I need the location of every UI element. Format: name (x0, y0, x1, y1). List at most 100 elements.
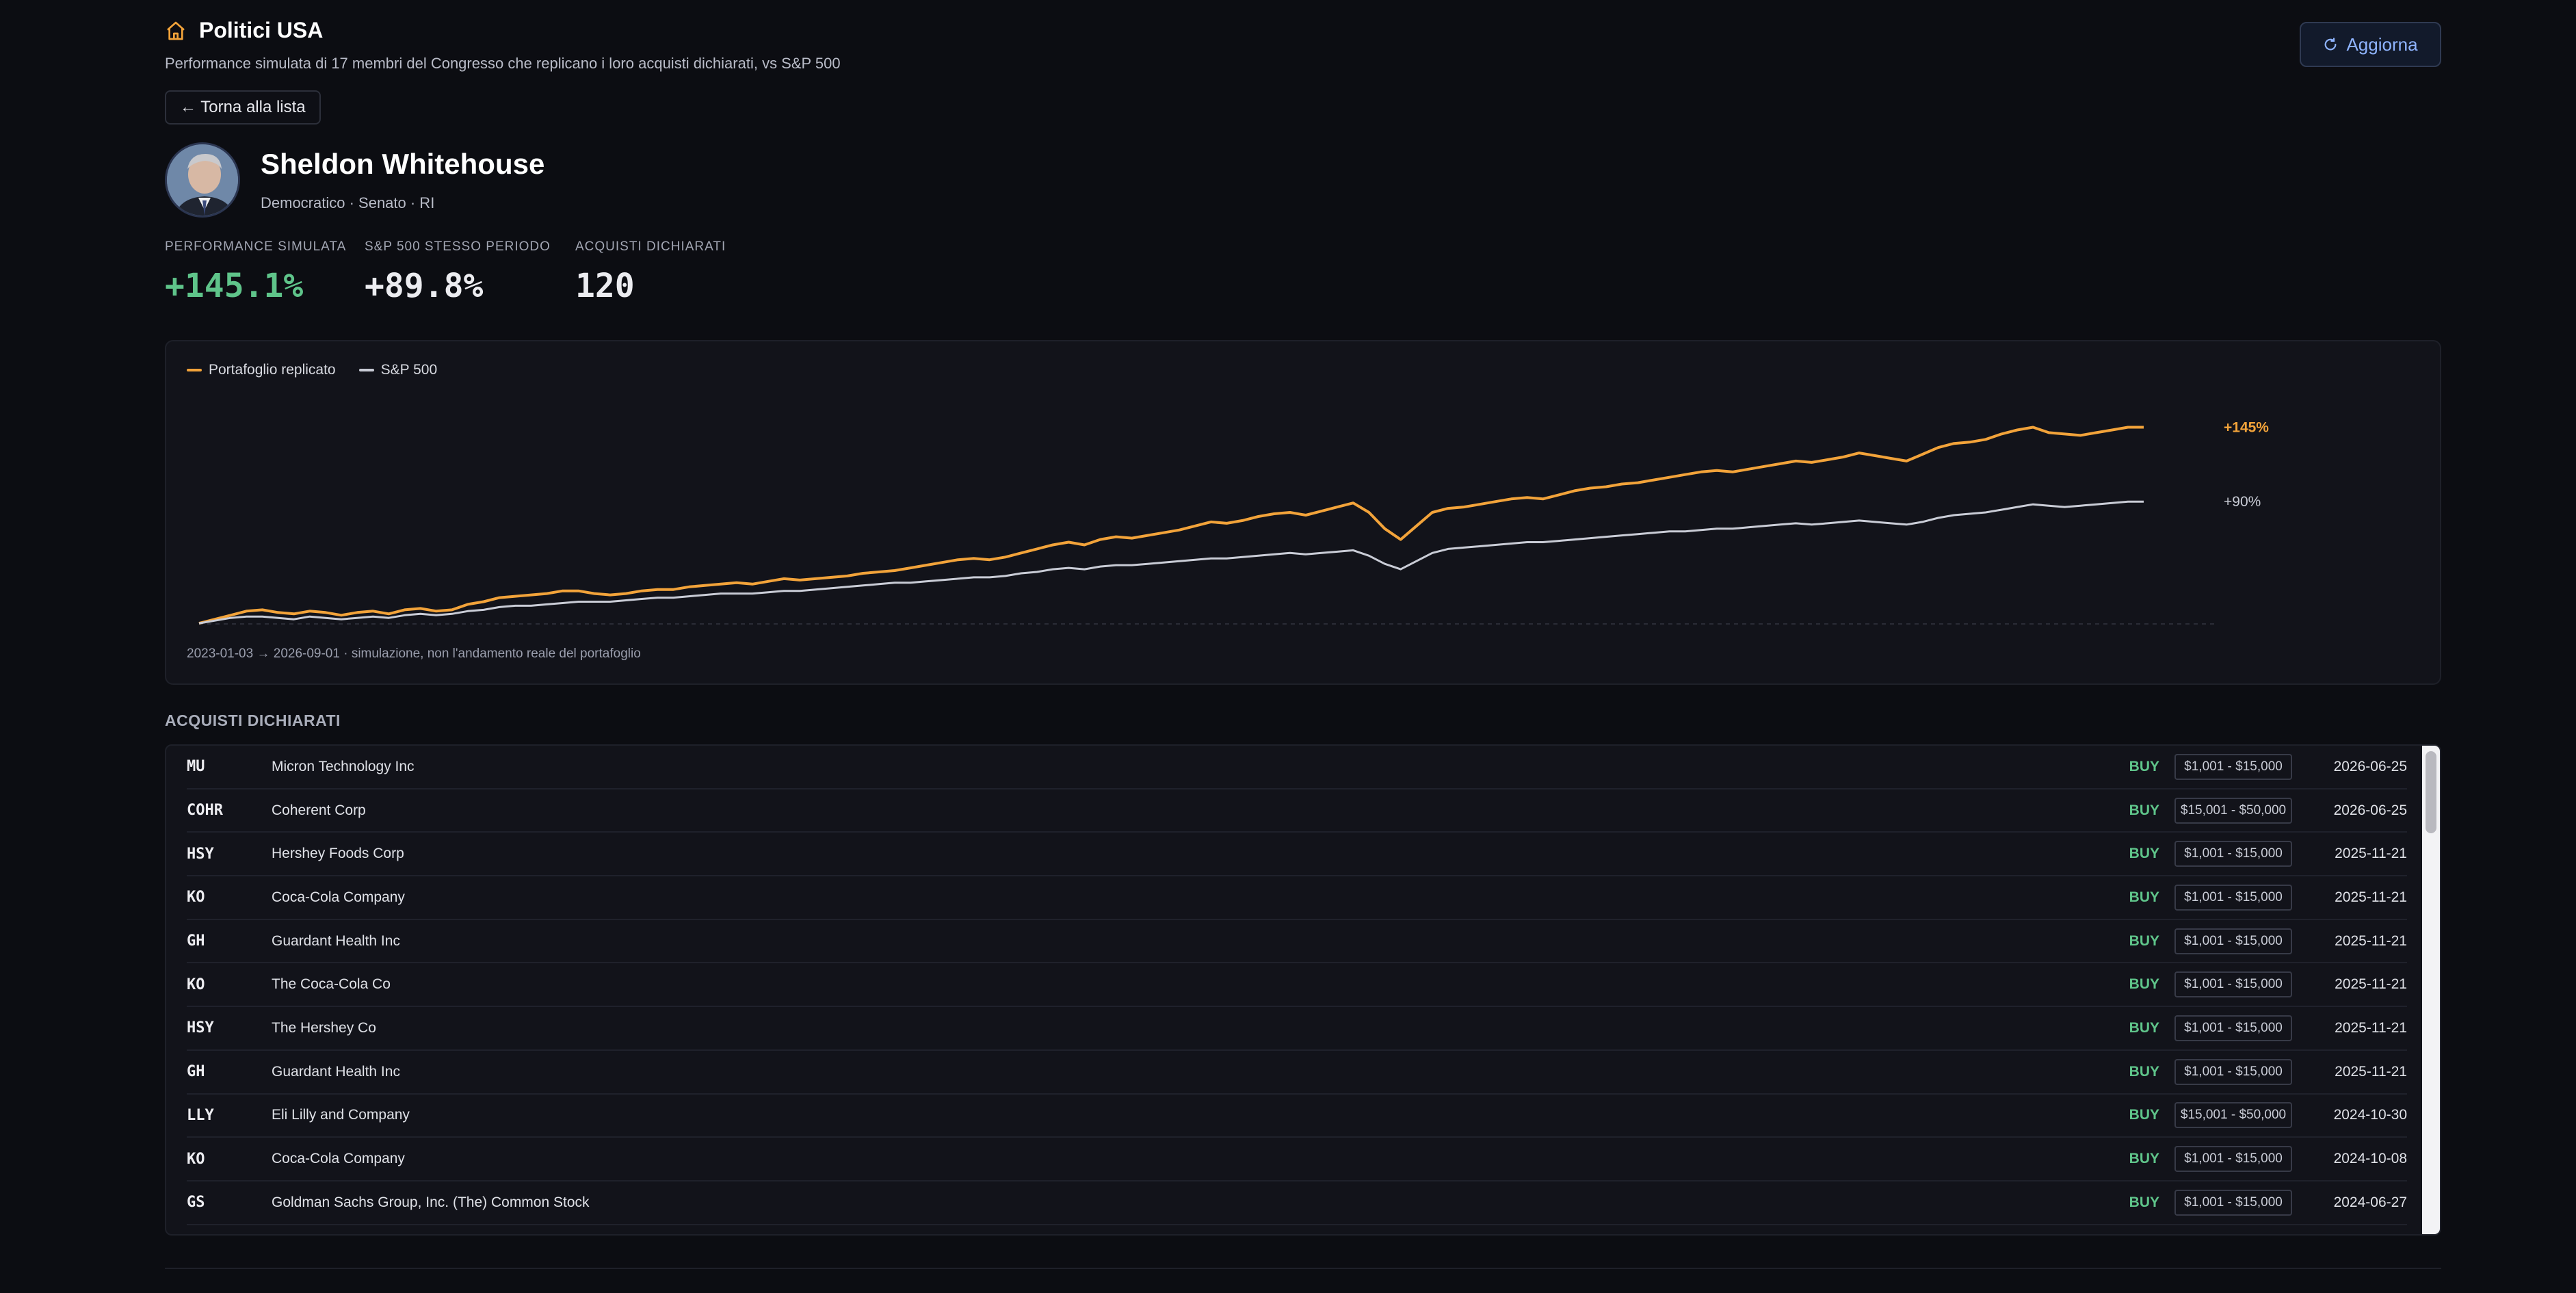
series-end-label-portfolio: +145% (2224, 420, 2269, 436)
action-badge: BUY (2129, 846, 2159, 862)
amount-range: $1,001 - $15,000 (2174, 1189, 2292, 1216)
back-to-list-button[interactable]: ← Torna alla lista (165, 90, 321, 125)
row-details: BUY $1,001 - $15,000 2024-06-27 (2129, 1189, 2407, 1216)
action-badge: BUY (2129, 758, 2159, 774)
purchases-rows: MU Micron Technology Inc BUY $1,001 - $15,0… (187, 746, 2407, 1225)
company-name: Eli Lilly and Company (272, 1107, 410, 1123)
stat-sp500-period: S&P 500 STESSO PERIODO +89.8% (365, 239, 551, 305)
performance-chart: +145% +90% Portafoglio replicato S&P 500 … (165, 340, 2441, 685)
amount-range: $15,001 - $50,000 (2174, 797, 2292, 824)
ticker: HSY (187, 1019, 214, 1037)
amount-range: $1,001 - $15,000 (2174, 928, 2292, 954)
legend-label: S&P 500 (380, 362, 438, 378)
refresh-icon (2325, 38, 2337, 51)
company-name: Coca-Cola Company (272, 1151, 405, 1167)
row-details: BUY $15,001 - $50,000 2026-06-25 (2129, 797, 2407, 824)
ticker: KO (187, 976, 205, 993)
company-name: Micron Technology Inc (272, 758, 415, 774)
ticker: GH (187, 1063, 205, 1081)
table-row[interactable]: HSY The Hershey Co BUY $1,001 - $15,000 2025… (187, 1007, 2407, 1051)
company-name: Guardant Health Inc (272, 1063, 400, 1080)
table-row[interactable]: GH Guardant Health Inc BUY $1,001 - $15,000… (187, 920, 2407, 964)
legend-swatch (187, 369, 202, 371)
purchases-section-title: ACQUISTI DICHIARATI (165, 711, 341, 729)
table-row[interactable]: GH Guardant Health Inc BUY $1,001 - $15,000… (187, 1051, 2407, 1095)
row-details: BUY $1,001 - $15,000 2025-11-21 (2129, 1058, 2407, 1085)
table-row[interactable]: HSY Hershey Foods Corp BUY $1,001 - $15,000… (187, 833, 2407, 877)
table-row[interactable]: KO The Coca-Cola Co BUY $1,001 - $15,000 202… (187, 963, 2407, 1008)
table-row[interactable]: COHR Coherent Corp BUY $15,001 - $50,000 202… (187, 789, 2407, 833)
app-subtitle: Performance simulata di 17 membri del Co… (165, 55, 841, 72)
series-end-label-sp500: +90% (2224, 494, 2261, 510)
company-name: The Hershey Co (272, 1019, 376, 1036)
amount-range: $1,001 - $15,000 (2174, 971, 2292, 998)
purchase-date: 2026-06-25 (2333, 758, 2407, 774)
scrollbar-thumb[interactable] (2426, 751, 2436, 833)
stat-declared-purchases: ACQUISTI DICHIARATI 120 (575, 239, 726, 305)
series-line-sp500 (198, 500, 2144, 625)
portrait-icon (167, 144, 238, 216)
action-badge: BUY (2129, 1194, 2159, 1210)
stat-value: 120 (575, 267, 635, 305)
row-details: BUY $1,001 - $15,000 2026-06-25 (2129, 753, 2407, 780)
legend-swatch (358, 369, 374, 371)
row-details: BUY $1,001 - $15,000 2025-11-21 (2129, 841, 2407, 867)
company-name: Goldman Sachs Group, Inc. (The) Common S… (272, 1194, 590, 1210)
row-details: BUY $1,001 - $15,000 2025-11-21 (2129, 884, 2407, 911)
table-row[interactable]: KO Coca-Cola Company BUY $1,001 - $15,000 20… (187, 876, 2407, 920)
company-name: Hershey Foods Corp (272, 846, 404, 862)
table-row[interactable]: LLY Eli Lilly and Company BUY $15,001 - $50… (187, 1095, 2407, 1138)
purchase-date: 2026-06-25 (2333, 802, 2407, 818)
purchase-date: 2025-11-21 (2335, 976, 2407, 993)
politician-name: Sheldon Whitehouse (261, 148, 545, 180)
purchase-date: 2025-11-21 (2335, 932, 2407, 949)
stat-value: +145.1% (165, 267, 304, 305)
avatar (165, 142, 240, 218)
company-name: The Coca-Cola Co (272, 976, 391, 993)
purchase-date: 2024-06-27 (2333, 1194, 2407, 1210)
row-details: BUY $1,001 - $15,000 2024-10-08 (2129, 1146, 2407, 1173)
app-title: Politici USA (199, 18, 324, 42)
chart-footnote: 2023-01-03 → 2026-09-01 · simulazione, n… (187, 646, 641, 661)
ticker: COHR (187, 802, 223, 820)
legend-item-portfolio: Portafoglio replicato (187, 362, 336, 378)
scrollbar[interactable] (2422, 746, 2440, 1234)
amount-range: $1,001 - $15,000 (2174, 841, 2292, 867)
stat-label: S&P 500 STESSO PERIODO (365, 239, 551, 254)
refresh-button[interactable]: Aggiorna (2300, 22, 2441, 67)
purchase-date: 2024-10-08 (2333, 1151, 2407, 1167)
table-row[interactable]: GS Goldman Sachs Group, Inc. (The) Common… (187, 1181, 2407, 1225)
amount-range: $1,001 - $15,000 (2174, 884, 2292, 911)
action-badge: BUY (2129, 889, 2159, 905)
politician-meta: Democratico · Senato · RI (261, 194, 435, 211)
company-name: Guardant Health Inc (272, 932, 400, 949)
ticker: GH (187, 932, 205, 950)
purchase-date: 2025-11-21 (2335, 846, 2407, 862)
ticker: KO (187, 1150, 205, 1168)
legend-item-sp500: S&P 500 (358, 362, 438, 378)
purchase-date: 2025-11-21 (2335, 889, 2407, 905)
table-row[interactable]: KO Coca-Cola Company BUY $1,001 - $15,000 20… (187, 1138, 2407, 1181)
amount-range: $1,001 - $15,000 (2174, 1058, 2292, 1085)
amount-range: $1,001 - $15,000 (2174, 1146, 2292, 1173)
chart-legend: Portafoglio replicato S&P 500 (187, 362, 437, 378)
action-badge: BUY (2129, 1063, 2159, 1080)
company-name: Coherent Corp (272, 802, 366, 818)
amount-range: $1,001 - $15,000 (2174, 1015, 2292, 1041)
purchase-date: 2025-11-21 (2335, 1063, 2407, 1080)
amount-range: $1,001 - $15,000 (2174, 753, 2292, 780)
page: Politici USA Performance simulata di 17 … (165, 0, 2441, 1293)
stat-label: ACQUISTI DICHIARATI (575, 239, 726, 254)
purchases-table[interactable]: MU Micron Technology Inc BUY $1,001 - $15,0… (165, 744, 2441, 1236)
purchase-date: 2025-11-21 (2335, 1019, 2407, 1036)
ticker: HSY (187, 845, 214, 863)
action-badge: BUY (2129, 1019, 2159, 1036)
home-icon (167, 21, 185, 40)
ticker: KO (187, 889, 205, 906)
purchase-date: 2024-10-30 (2333, 1107, 2407, 1123)
row-details: BUY $1,001 - $15,000 2025-11-21 (2129, 1015, 2407, 1041)
action-badge: BUY (2129, 1107, 2159, 1123)
table-row[interactable]: MU Micron Technology Inc BUY $1,001 - $15,0… (187, 746, 2407, 789)
row-details: BUY $1,001 - $15,000 2025-11-21 (2129, 928, 2407, 954)
row-details: BUY $15,001 - $50,000 2024-10-30 (2129, 1102, 2407, 1129)
